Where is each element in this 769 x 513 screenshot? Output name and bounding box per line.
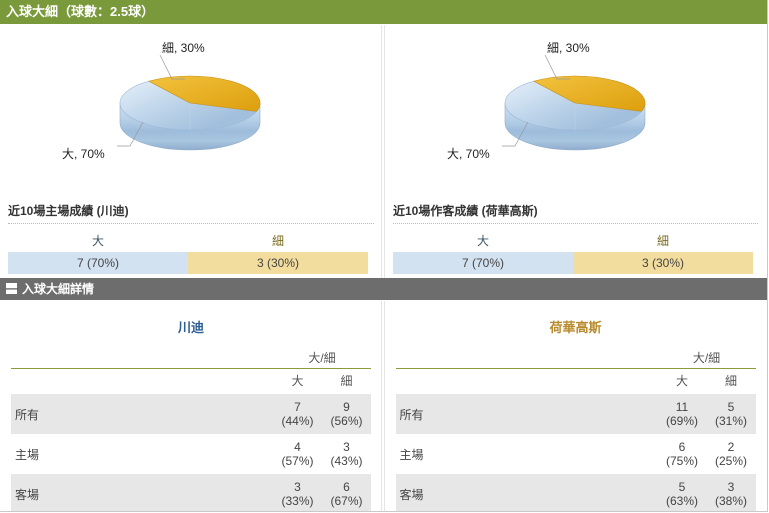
svg-text:細, 30%: 細, 30%: [547, 41, 590, 55]
svg-text:細, 30%: 細, 30%: [162, 41, 205, 55]
svg-text:大, 70%: 大, 70%: [447, 147, 490, 161]
svg-text:大, 70%: 大, 70%: [62, 147, 105, 161]
